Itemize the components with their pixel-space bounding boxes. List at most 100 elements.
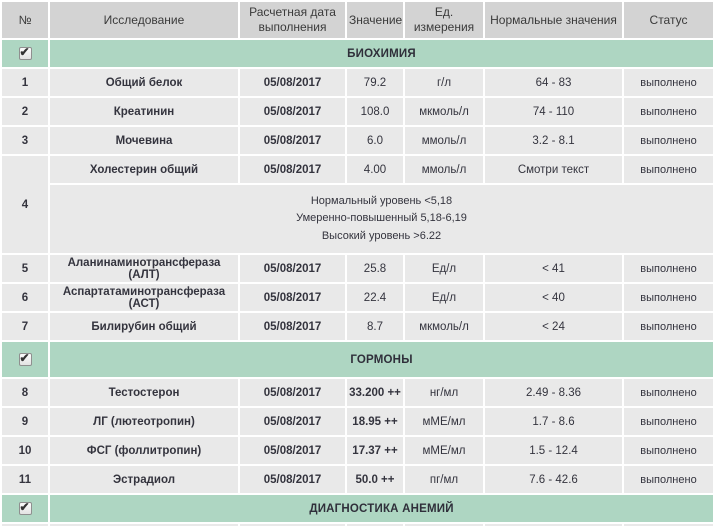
date-cell: 05/08/2017: [240, 466, 345, 493]
section-row: ГОРМОНЫ: [2, 342, 713, 377]
test-name-cell: Аланинаминотрансфераза (АЛТ): [50, 255, 238, 282]
date-cell: 05/08/2017: [240, 408, 345, 435]
section-checkbox-cell: [2, 495, 48, 522]
normal-range-cell: 2.49 - 8.36: [485, 379, 622, 406]
status-cell: выполнено: [624, 524, 713, 526]
row-number-cell: 4: [2, 156, 48, 253]
value-cell: 25.8: [347, 255, 403, 282]
unit-cell: ммоль/л: [405, 156, 483, 183]
row-number-cell: 5: [2, 255, 48, 282]
value-cell: 4.00: [347, 156, 403, 183]
checked-checkbox-icon[interactable]: [18, 45, 32, 60]
normal-range-cell: 3.2 - 8.1: [485, 127, 622, 154]
unit-cell: мМЕ/мл: [405, 437, 483, 464]
date-cell: 05/08/2017: [240, 255, 345, 282]
checked-checkbox-icon[interactable]: [18, 500, 32, 515]
unit-cell: Ед/л: [405, 255, 483, 282]
test-name-cell: ЛГ (лютеотропин): [50, 408, 238, 435]
unit-cell: нг/мл: [405, 379, 483, 406]
column-header-status: Статус: [624, 2, 713, 38]
status-cell: выполнено: [624, 408, 713, 435]
test-row: 4 Холестерин общий 05/08/2017 4.00 ммоль/л См…: [2, 156, 713, 253]
column-header-normal-range: Нормальные значения: [485, 2, 622, 38]
normal-range-cell: 64 - 83: [485, 69, 622, 96]
date-cell: 05/08/2017: [240, 127, 345, 154]
row-number-cell: 11: [2, 466, 48, 493]
date-cell: 05/08/2017: [240, 284, 345, 311]
test-name-cell: Тестостерон: [50, 379, 238, 406]
test-row: 1 Общий белок 05/08/2017 79.2 г/л 64 - 83 выпо…: [2, 69, 713, 96]
date-cell: 05/08/2017: [240, 156, 345, 183]
row-number-cell: 8: [2, 379, 48, 406]
unit-cell: г/л: [405, 69, 483, 96]
note-row: Нормальный уровень <5,18 Умеренно-повышен…: [2, 185, 713, 253]
column-header-number: №: [2, 2, 48, 38]
note-line: Высокий уровень >6.22: [321, 229, 442, 242]
value-cell: 19.4: [347, 524, 403, 526]
normal-range-cell: < 40: [485, 284, 622, 311]
section-title: ДИАГНОСТИКА АНЕМИЙ: [50, 495, 713, 522]
test-row: 11 Эстрадиол 05/08/2017 50.0 ++ пг/мл 7.6 - 4…: [2, 466, 713, 493]
column-header-test-name: Исследование: [50, 2, 238, 38]
value-cell: 33.200 ++: [347, 379, 403, 406]
note-line: Умеренно-повышенный 5,18-6,19: [296, 212, 467, 225]
row-number-cell: 12: [2, 524, 48, 526]
date-cell: 05/08/2017: [240, 98, 345, 125]
value-cell: 18.95 ++: [347, 408, 403, 435]
row-number-cell: 2: [2, 98, 48, 125]
row-number-cell: 6: [2, 284, 48, 311]
status-cell: выполнено: [624, 255, 713, 282]
test-name-cell: Мочевина: [50, 127, 238, 154]
section-row: ДИАГНОСТИКА АНЕМИЙ: [2, 495, 713, 522]
note-cell: Нормальный уровень <5,18 Умеренно-повышен…: [50, 185, 713, 253]
row-number-cell: 1: [2, 69, 48, 96]
section-title: ГОРМОНЫ: [50, 342, 713, 377]
unit-cell: мкмоль/л: [405, 313, 483, 340]
value-cell: 8.7: [347, 313, 403, 340]
date-cell: 05/08/2017: [240, 69, 345, 96]
status-cell: выполнено: [624, 69, 713, 96]
test-name-cell: Общий белок: [50, 69, 238, 96]
unit-cell: мкмоль/л: [405, 98, 483, 125]
table-header-row: № Исследование Расчетная дата выполнения…: [2, 2, 713, 38]
unit-cell: Ед/л: [405, 284, 483, 311]
date-cell: 05/08/2017: [240, 379, 345, 406]
test-row: 3 Мочевина 05/08/2017 6.0 ммоль/л 3.2 - 8.1 вы…: [2, 127, 713, 154]
status-cell: выполнено: [624, 466, 713, 493]
section-row: БИОХИМИЯ: [2, 40, 713, 67]
test-row: 2 Креатинин 05/08/2017 108.0 мкмоль/л 74 - 11…: [2, 98, 713, 125]
status-cell: выполнено: [624, 313, 713, 340]
unit-cell: ммоль/л: [405, 127, 483, 154]
status-cell: выполнено: [624, 379, 713, 406]
test-name-cell: Билирубин общий: [50, 313, 238, 340]
value-cell: 50.0 ++: [347, 466, 403, 493]
normal-range-cell: 11 - 28: [485, 524, 622, 526]
section-checkbox-cell: [2, 40, 48, 67]
test-row: 8 Тестостерон 05/08/2017 33.200 ++ нг/мл 2.49…: [2, 379, 713, 406]
test-name-cell: Холестерин общий: [50, 156, 238, 183]
test-name-cell: Креатинин: [50, 98, 238, 125]
status-cell: выполнено: [624, 127, 713, 154]
section-title: БИОХИМИЯ: [50, 40, 713, 67]
section-checkbox-cell: [2, 342, 48, 377]
row-number-cell: 7: [2, 313, 48, 340]
test-name-cell: Аспартатаминотрансфераза (АСТ): [50, 284, 238, 311]
checked-checkbox-icon[interactable]: [18, 351, 32, 366]
unit-cell: мкмоль/л: [405, 524, 483, 526]
value-cell: 17.37 ++: [347, 437, 403, 464]
row-number-cell: 10: [2, 437, 48, 464]
test-name-cell: Эстрадиол: [50, 466, 238, 493]
normal-range-cell: < 24: [485, 313, 622, 340]
unit-cell: мМЕ/мл: [405, 408, 483, 435]
test-row: 12Сывороточное железо05/08/201719.4мкмол…: [2, 524, 713, 526]
date-cell: 05/08/2017: [240, 524, 345, 526]
test-row: 9 ЛГ (лютеотропин) 05/08/2017 18.95 ++ мМЕ/м…: [2, 408, 713, 435]
test-row: 7 Билирубин общий 05/08/2017 8.7 мкмоль/л < 2…: [2, 313, 713, 340]
column-header-date: Расчетная дата выполнения: [240, 2, 345, 38]
row-number-cell: 3: [2, 127, 48, 154]
test-row: 5 Аланинаминотрансфераза (АЛТ) 05/08/2017 2…: [2, 255, 713, 282]
date-cell: 05/08/2017: [240, 437, 345, 464]
value-cell: 108.0: [347, 98, 403, 125]
status-cell: выполнено: [624, 98, 713, 125]
